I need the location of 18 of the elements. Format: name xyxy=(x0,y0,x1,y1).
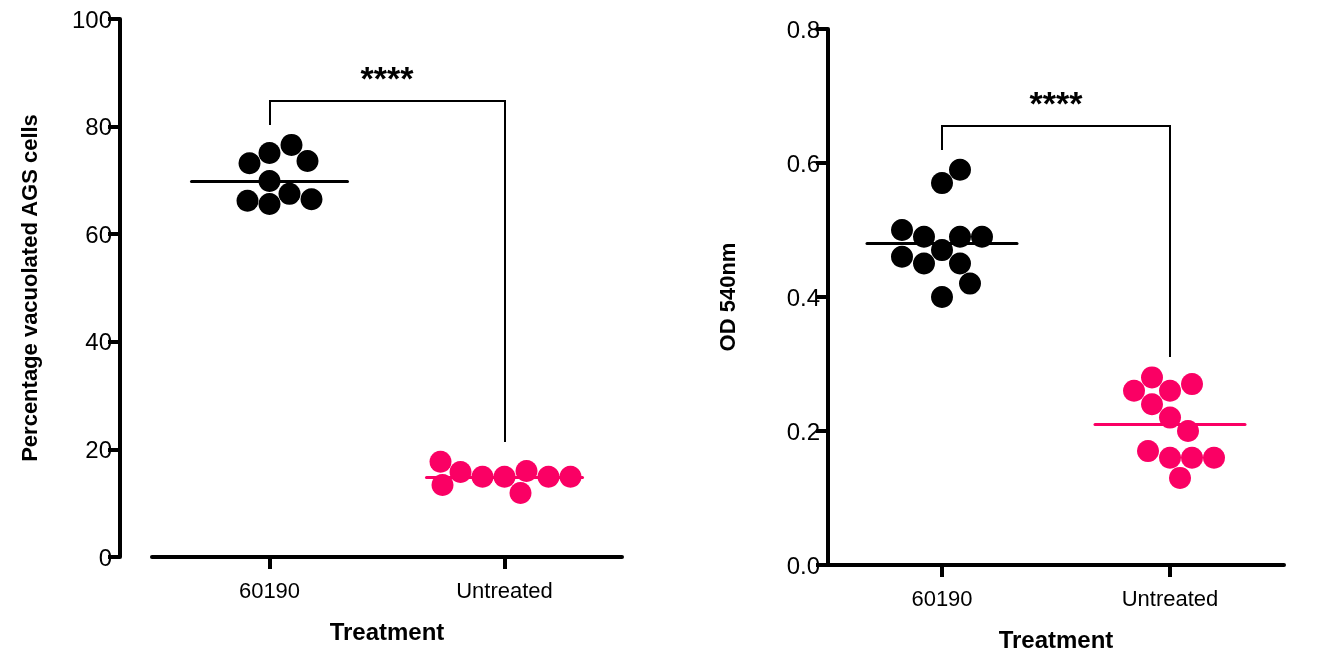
y-tick-label: 60 xyxy=(85,220,112,248)
x-tick-label: Untreated xyxy=(456,577,553,603)
y-axis-title: OD 540nm xyxy=(714,242,740,352)
y-tick-label: 0.2 xyxy=(786,417,820,445)
annotation: **** xyxy=(1029,83,1084,122)
y-tick-label: 0.4 xyxy=(786,283,820,311)
y-axis-title: Percentage vacuolated AGS cells xyxy=(16,114,42,462)
x-tick-label: 60190 xyxy=(238,577,301,603)
x-axis-title: Treatment xyxy=(329,617,445,645)
x-tick-label: Untreated xyxy=(1121,585,1219,611)
y-tick-label: 0.6 xyxy=(786,149,820,177)
x-tick-label: 60190 xyxy=(911,585,973,611)
y-tick-label: 100 xyxy=(71,5,112,33)
y-tick-label: 80 xyxy=(85,113,112,141)
x-axis-title: Treatment xyxy=(998,625,1114,653)
y-tick-label: 0.0 xyxy=(786,551,820,579)
annotation: **** xyxy=(360,58,415,97)
y-tick-label: 0.8 xyxy=(786,15,820,43)
